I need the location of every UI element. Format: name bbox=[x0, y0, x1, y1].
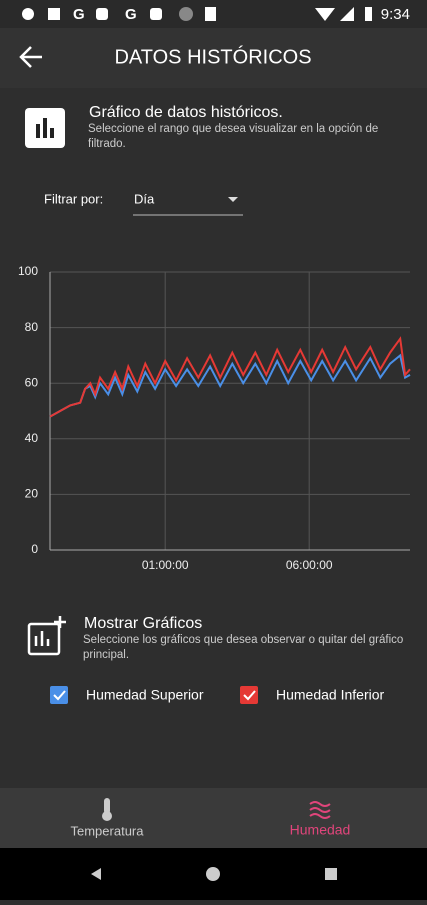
checkmark bbox=[53, 690, 66, 701]
checkbox bbox=[240, 686, 258, 704]
data-line bbox=[49, 353, 411, 418]
x-tick-label: 06:00:00 bbox=[286, 558, 333, 572]
status-icon: G bbox=[73, 6, 85, 23]
status-icons: G G 9:34 bbox=[22, 6, 410, 23]
legend-checkbox[interactable]: Humedad Inferior bbox=[240, 686, 385, 704]
filter-dropdown[interactable]: Día bbox=[133, 191, 243, 216]
system-nav-svg bbox=[91, 867, 337, 881]
filter-value: Día bbox=[134, 191, 155, 206]
y-tick-label: 40 bbox=[25, 431, 39, 445]
back-button[interactable] bbox=[19, 46, 42, 68]
section-title: Mostrar Gráficos bbox=[84, 615, 202, 632]
app-bar-content: DATOS HISTÓRICOS bbox=[19, 45, 312, 68]
nav-label: Temperatura bbox=[71, 823, 145, 838]
app-bar: DATOS HISTÓRICOS bbox=[0, 28, 427, 88]
section-icon bbox=[27, 616, 66, 656]
info-subtitle-box: Seleccione el rango que desea visualizar… bbox=[88, 123, 379, 150]
y-tick-label: 60 bbox=[25, 375, 39, 389]
recents-key[interactable] bbox=[325, 868, 337, 880]
status-bar: G G 9:34 bbox=[0, 0, 427, 28]
checkbox bbox=[50, 686, 68, 704]
legend-label: Humedad Superior bbox=[86, 687, 204, 703]
home-key[interactable] bbox=[206, 867, 220, 881]
checkmark bbox=[243, 690, 256, 701]
y-tick-label: 80 bbox=[25, 320, 39, 334]
bottom-navigation: Temperatura Humedad bbox=[0, 788, 427, 848]
nav-humidity[interactable]: Humedad bbox=[290, 801, 351, 838]
legend-label: Humedad Inferior bbox=[276, 687, 385, 703]
info-title: Gráfico de datos históricos. bbox=[89, 104, 283, 121]
screen-title: DATOS HISTÓRICOS bbox=[114, 45, 311, 68]
data-line bbox=[49, 336, 411, 418]
back-key[interactable] bbox=[91, 868, 101, 880]
info-subtitle: Seleccione el rango que desea visualizar… bbox=[88, 123, 379, 150]
system-navigation bbox=[0, 848, 427, 900]
y-tick-label: 100 bbox=[18, 264, 38, 278]
filter-label: Filtrar por: bbox=[44, 191, 103, 206]
nav-temperature[interactable]: Temperatura bbox=[71, 798, 145, 838]
bottom-nav-svg: Temperatura Humedad bbox=[71, 798, 351, 838]
y-tick-label: 0 bbox=[31, 542, 38, 556]
nav-label: Humedad bbox=[290, 822, 351, 838]
section-subtitle: Seleccione los gráficos que desea observ… bbox=[83, 634, 404, 661]
status-icon: G bbox=[125, 6, 137, 23]
section-subtitle-box: Seleccione los gráficos que desea observ… bbox=[83, 634, 404, 661]
x-tick-label: 01:00:00 bbox=[142, 558, 189, 572]
clock: 9:34 bbox=[381, 6, 410, 23]
legend-checkbox[interactable]: Humedad Superior bbox=[50, 686, 204, 704]
content-svg: Gráfico de datos históricos. Seleccione … bbox=[18, 104, 411, 704]
content: Gráfico de datos históricos. Seleccione … bbox=[0, 88, 427, 788]
y-tick-label: 20 bbox=[25, 487, 39, 501]
